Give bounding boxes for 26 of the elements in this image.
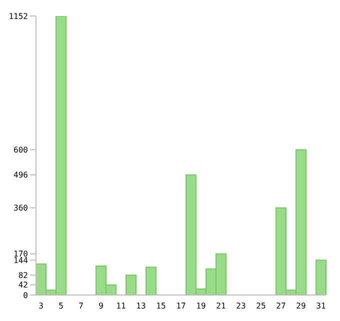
bar	[146, 266, 156, 295]
x-tick-label: 3	[38, 302, 44, 311]
x-tick-label: 13	[136, 302, 146, 311]
y-tick-label: 42	[18, 280, 28, 290]
bar	[126, 274, 136, 295]
x-tick-label: 23	[236, 302, 246, 311]
y-tick-label: 600	[14, 146, 28, 155]
y-tick-label: 82	[18, 270, 28, 280]
x-tick-label: 29	[296, 302, 306, 311]
x-tick-label: 15	[156, 302, 166, 311]
y-tick-label: 496	[14, 170, 28, 180]
x-tick-label: 19	[196, 302, 206, 311]
y-tick-label: 0	[23, 290, 28, 300]
x-tick-label: 7	[78, 302, 84, 311]
y-tick-label: 360	[14, 204, 28, 213]
y-tick-label: 1152	[8, 12, 28, 21]
x-tick-label: 17	[176, 302, 186, 311]
bar	[316, 260, 326, 295]
x-tick-label: 11	[116, 302, 126, 311]
x-tick-label: 27	[276, 302, 286, 311]
x-tick-label: 21	[216, 302, 226, 311]
y-tick-label: 144	[14, 256, 28, 265]
x-tick-label: 5	[58, 302, 64, 311]
x-tick-label: 9	[98, 302, 104, 311]
x-tick-label: 25	[256, 302, 266, 311]
x-tick-label: 31	[316, 302, 326, 311]
